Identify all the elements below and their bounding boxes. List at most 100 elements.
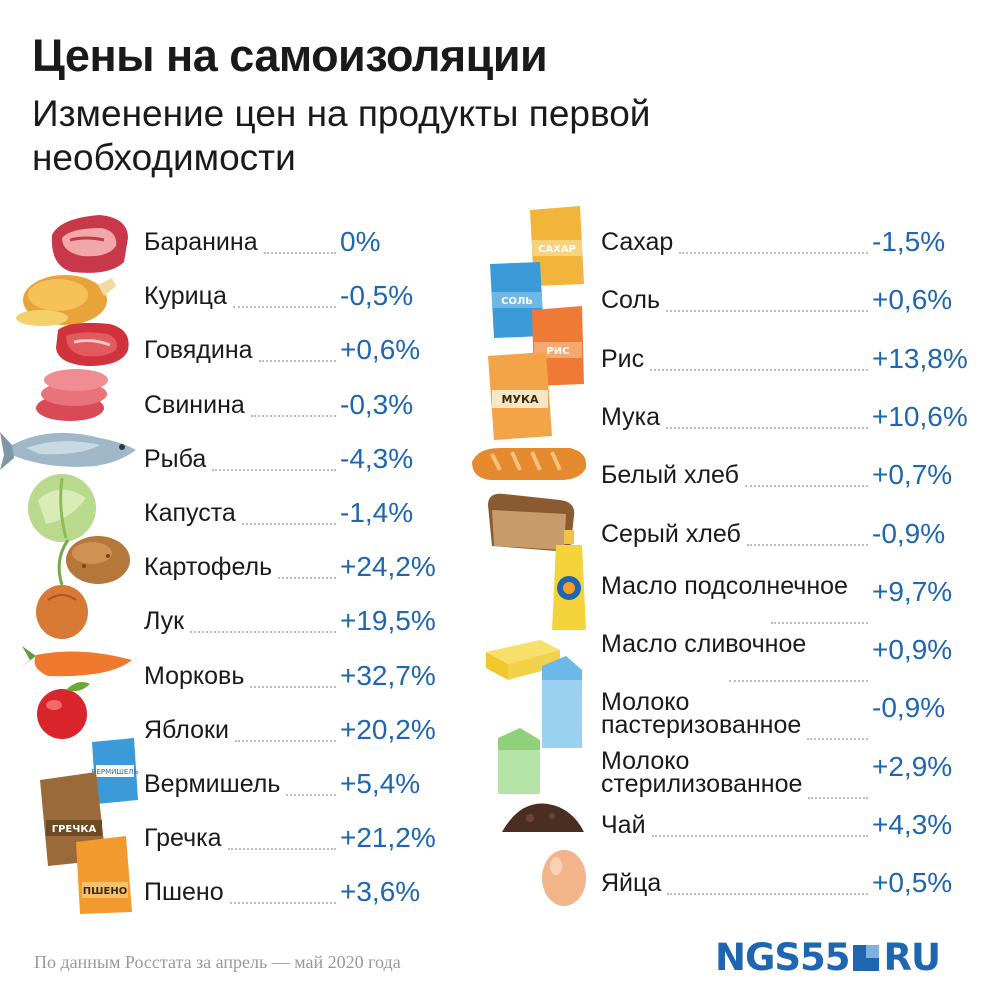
millet-pack-text: ПШЕНО [83,886,127,897]
price-row: Яйца +0,5% [601,867,982,907]
milk-carton-green-icon [498,728,540,794]
sunflower-oil-bottle-icon [552,530,586,630]
product-label: Морковь [144,661,245,690]
dotted-leader [232,306,336,309]
logo-square-icon [853,944,880,971]
dotted-leader [234,739,336,742]
carrot-icon [20,646,132,677]
price-row: Чай +4,3% [601,809,982,849]
vermicelli-pack-icon: ВЕРМИШЕЛЬ [92,738,139,804]
page-subtitle: Изменение цен на продукты первой необход… [32,93,651,179]
apple-icon [37,682,90,739]
logo-text-right: RU [883,936,941,979]
dotted-leader [667,893,868,896]
white-bread-icon [472,448,587,480]
dotted-leader [746,543,868,546]
cabbage-icon [28,474,96,542]
price-row: Масло сливочное +0,9% [601,632,982,683]
product-label: Баранина [144,228,258,256]
dotted-leader [770,621,868,624]
dotted-leader [212,468,336,471]
price-row: Свинина -0,3% [144,389,450,429]
price-change-value: -4,3% [340,442,414,474]
fish-icon [0,432,136,470]
dotted-leader [729,680,868,683]
price-row: Масло подсолнечное +9,7% [601,571,982,624]
grey-bread-icon [488,493,575,552]
price-row: Молоко стерилизованное +2,9% [601,748,982,799]
dotted-leader [808,796,868,799]
dotted-leader [650,368,868,371]
price-change-value: +5,4% [340,768,421,799]
product-label: Яблоки [144,715,229,744]
price-row: Рис +13,8% [601,343,982,383]
price-change-value: -1,5% [872,226,946,257]
product-label: Молоко пастеризованное [601,688,802,740]
dotted-leader [227,848,336,851]
price-row: Мука +10,6% [601,401,982,441]
milk-carton-icon [542,656,582,748]
product-label: Сахар [601,228,674,256]
lamb-meat-icon [51,215,129,273]
price-change-value: +9,7% [872,575,953,607]
flour-pack-icon: МУКА [488,352,552,440]
product-label: Вермишель [144,770,281,798]
beef-steak-icon [56,322,129,366]
dotted-leader [241,523,336,525]
product-label: Яйца [601,869,662,898]
dotted-leader [666,310,868,313]
dotted-leader [263,252,336,254]
product-label: Мука [601,402,660,431]
price-change-value: +24,2% [340,551,436,583]
price-change-value: -0,5% [340,280,414,312]
dotted-leader [250,414,336,417]
product-label: Масло подсолнечное [601,571,848,600]
price-row: Соль +0,6% [601,284,982,324]
price-change-value: +20,2% [340,713,436,745]
dotted-leader [250,685,336,688]
product-label: Курица [144,282,227,311]
product-label: Пшено [144,878,224,907]
dotted-leader [286,794,336,796]
product-label: Лук [144,607,185,636]
price-row: Морковь +32,7% [144,660,450,700]
price-row: Белый хлеб +0,7% [601,459,982,499]
price-change-value: +2,9% [872,750,953,782]
millet-pack-icon: ПШЕНО [76,836,132,914]
price-row: Лук +19,5% [144,605,450,645]
source-note: По данным Росстата за апрель — май 2020 … [34,952,401,972]
price-row: Баранина 0% [144,226,450,266]
salt-pack-text: СОЛЬ [501,296,533,307]
rice-pack-text: РИС [546,346,569,357]
price-row: Яблоки +20,2% [144,714,450,754]
product-label: Рыба [144,444,207,473]
price-change-value: +13,8% [872,342,968,374]
price-change-value: -0,9% [872,517,946,549]
price-row: Пшено +3,6% [144,876,450,916]
product-label: Чай [601,811,646,839]
buckwheat-pack-text: ГРЕЧКА [52,824,97,835]
dotted-leader [679,252,868,254]
product-label: Серый хлеб [601,519,741,548]
dotted-leader [807,738,868,741]
price-row: Молоко пастеризованное -0,9% [601,690,982,741]
flour-pack-text: МУКА [502,393,539,406]
ngs55-logo[interactable]: NGS55 RU [715,936,941,979]
price-change-value: +0,7% [872,459,953,491]
price-change-value: +4,3% [872,809,953,840]
dotted-leader [258,360,336,363]
price-change-value: +21,2% [340,822,436,854]
price-row: Курица -0,5% [144,280,450,320]
price-change-value: +32,7% [340,659,436,691]
price-change-value: +0,9% [872,634,953,666]
pork-slices-icon [36,369,108,421]
price-change-value: +19,5% [340,605,436,637]
egg-icon [542,850,586,906]
salt-pack-icon: СОЛЬ [490,262,544,338]
price-row: Сахар -1,5% [601,226,982,266]
dotted-leader [744,485,868,488]
price-change-value: +0,6% [872,284,953,316]
price-change-value: -0,9% [872,692,946,724]
price-change-value: +0,5% [872,867,953,899]
sugar-pack-text: САХАР [538,244,576,255]
